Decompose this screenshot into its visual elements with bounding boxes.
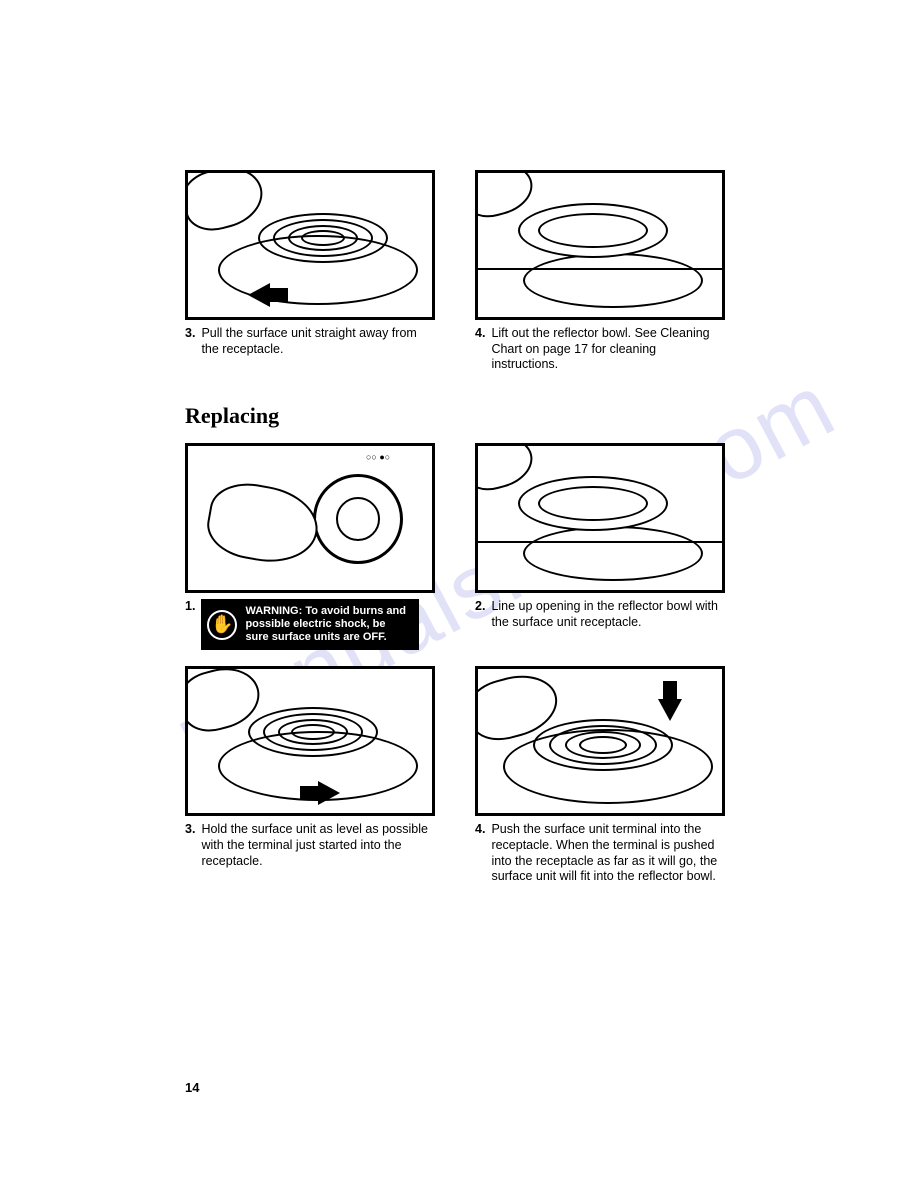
step-number: 4. xyxy=(475,326,485,373)
replace-row-1: ○○ ●○ 1. ✋ WARNING: To avoid burns and p… xyxy=(185,443,735,651)
illustration-insert-coil xyxy=(185,666,435,816)
warning-label: WARNING: xyxy=(245,605,302,617)
section-heading-replacing: Replacing xyxy=(185,403,735,429)
caption-replace-4: 4. Push the surface unit terminal into t… xyxy=(475,822,725,885)
step-text: Line up opening in the reflector bowl wi… xyxy=(491,599,725,630)
step-text: Lift out the reflector bowl. See Cleanin… xyxy=(491,326,725,373)
step-text: Push the surface unit terminal into the … xyxy=(491,822,725,885)
remove-row: 3. Pull the surface unit straight away f… xyxy=(185,170,735,373)
replace-step-1: ○○ ●○ 1. ✋ WARNING: To avoid burns and p… xyxy=(185,443,435,651)
page-number: 14 xyxy=(185,1080,199,1095)
step-number: 3. xyxy=(185,326,195,357)
illustration-lift-bowl xyxy=(475,170,725,320)
step-number: 3. xyxy=(185,822,195,869)
illustration-remove-coil xyxy=(185,170,435,320)
illustration-push-coil-down xyxy=(475,666,725,816)
page-content: 3. Pull the surface unit straight away f… xyxy=(185,170,735,897)
step-number: 4. xyxy=(475,822,485,885)
illustration-knob-off: ○○ ●○ xyxy=(185,443,435,593)
caption-remove-3: 3. Pull the surface unit straight away f… xyxy=(185,326,435,357)
caption-replace-2: 2. Line up opening in the reflector bowl… xyxy=(475,599,725,630)
replace-step-2: 2. Line up opening in the reflector bowl… xyxy=(475,443,725,651)
remove-step-3: 3. Pull the surface unit straight away f… xyxy=(185,170,435,373)
stop-hand-icon: ✋ xyxy=(207,610,237,640)
remove-step-4: 4. Lift out the reflector bowl. See Clea… xyxy=(475,170,725,373)
step-number: 1. xyxy=(185,599,195,651)
replace-row-2: 3. Hold the surface unit as level as pos… xyxy=(185,666,735,885)
step-number: 2. xyxy=(475,599,485,630)
warning-box: ✋ WARNING: To avoid burns and possible e… xyxy=(201,599,419,651)
warning-text: WARNING: To avoid burns and possible ele… xyxy=(245,605,411,645)
caption-remove-4: 4. Lift out the reflector bowl. See Clea… xyxy=(475,326,725,373)
replace-step-3: 3. Hold the surface unit as level as pos… xyxy=(185,666,435,885)
caption-replace-1: 1. ✋ WARNING: To avoid burns and possibl… xyxy=(185,599,435,651)
illustration-place-bowl xyxy=(475,443,725,593)
caption-replace-3: 3. Hold the surface unit as level as pos… xyxy=(185,822,435,869)
burner-indicator-dots: ○○ ●○ xyxy=(366,454,390,461)
step-text: Pull the surface unit straight away from… xyxy=(201,326,435,357)
step-text: Hold the surface unit as level as possib… xyxy=(201,822,435,869)
replace-step-4: 4. Push the surface unit terminal into t… xyxy=(475,666,725,885)
